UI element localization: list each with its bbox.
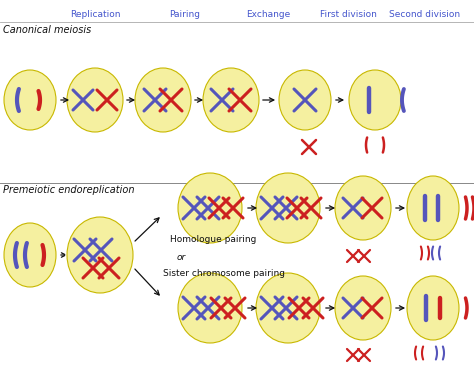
Text: First division: First division [319,10,376,19]
Ellipse shape [256,273,320,343]
Text: Homologue pairing: Homologue pairing [170,235,256,245]
Text: Exchange: Exchange [246,10,290,19]
Ellipse shape [178,273,242,343]
Ellipse shape [67,68,123,132]
Ellipse shape [407,176,459,240]
Text: Canonical meiosis: Canonical meiosis [3,25,91,35]
Text: Premeiotic endoreplication: Premeiotic endoreplication [3,185,135,195]
Text: or: or [177,253,186,261]
Ellipse shape [135,68,191,132]
Ellipse shape [335,276,391,340]
Ellipse shape [256,173,320,243]
Ellipse shape [335,176,391,240]
Ellipse shape [349,70,401,130]
Ellipse shape [4,70,56,130]
Ellipse shape [203,68,259,132]
Ellipse shape [178,173,242,243]
Text: Replication: Replication [70,10,120,19]
Ellipse shape [279,70,331,130]
Ellipse shape [407,276,459,340]
Text: Sister chromosome pairing: Sister chromosome pairing [163,269,285,277]
Ellipse shape [67,217,133,293]
Ellipse shape [4,223,56,287]
Text: Second division: Second division [390,10,461,19]
Text: Pairing: Pairing [170,10,201,19]
